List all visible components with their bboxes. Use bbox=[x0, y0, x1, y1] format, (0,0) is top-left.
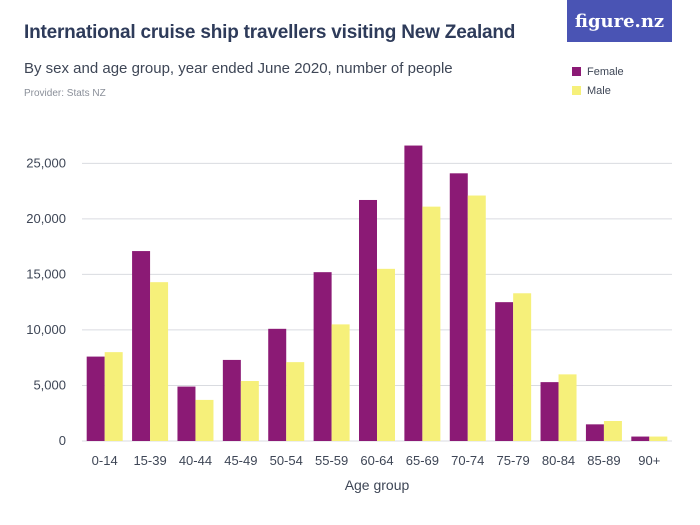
x-tick-label: 50-54 bbox=[270, 453, 303, 468]
x-tick-label: 90+ bbox=[638, 453, 660, 468]
y-tick-label: 0 bbox=[59, 433, 66, 448]
legend-item-female: Female bbox=[572, 62, 624, 81]
bar-female-40-44[interactable] bbox=[177, 386, 196, 441]
bar-male-55-59[interactable] bbox=[331, 324, 350, 441]
legend-label-male: Male bbox=[587, 84, 611, 97]
x-tick-label: 15-39 bbox=[133, 453, 166, 468]
x-axis-title: Age group bbox=[345, 477, 410, 493]
bar-male-80-84[interactable] bbox=[558, 374, 577, 441]
bar-female-90+[interactable] bbox=[631, 436, 650, 441]
y-axis-ticks: 0 5,000 10,000 15,000 20,000 25,000 bbox=[26, 155, 66, 448]
chart-subtitle: By sex and age group, year ended June 20… bbox=[24, 60, 453, 77]
bar-male-90+[interactable] bbox=[649, 436, 668, 441]
bar-female-0-14[interactable] bbox=[86, 356, 105, 441]
bar-female-65-69[interactable] bbox=[404, 145, 423, 442]
provider-text: Provider: Stats NZ bbox=[24, 88, 106, 99]
bar-female-85-89[interactable] bbox=[585, 424, 604, 441]
y-tick-label: 25,000 bbox=[26, 155, 66, 170]
bar-male-65-69[interactable] bbox=[422, 206, 441, 441]
bar-female-80-84[interactable] bbox=[540, 382, 559, 441]
x-tick-label: 45-49 bbox=[224, 453, 257, 468]
y-tick-label: 15,000 bbox=[26, 266, 66, 281]
bar-female-55-59[interactable] bbox=[313, 272, 332, 441]
x-tick-label: 65-69 bbox=[406, 453, 439, 468]
bar-female-75-79[interactable] bbox=[495, 302, 514, 441]
y-tick-label: 5,000 bbox=[33, 377, 66, 392]
legend-swatch-male bbox=[572, 86, 581, 95]
bar-male-70-74[interactable] bbox=[467, 195, 486, 441]
bar-male-60-64[interactable] bbox=[377, 268, 395, 441]
chart-title: International cruise ship travellers vis… bbox=[24, 22, 516, 43]
bar-female-45-49[interactable] bbox=[222, 359, 241, 441]
bar-male-75-79[interactable] bbox=[513, 293, 532, 441]
legend-item-male: Male bbox=[572, 81, 624, 100]
x-tick-label: 70-74 bbox=[451, 453, 484, 468]
x-tick-label: 55-59 bbox=[315, 453, 348, 468]
legend-label-female: Female bbox=[587, 65, 624, 78]
legend-swatch-female bbox=[572, 67, 581, 76]
y-tick-label: 10,000 bbox=[26, 322, 66, 337]
bar-male-45-49[interactable] bbox=[240, 381, 259, 441]
bar-male-50-54[interactable] bbox=[286, 362, 305, 441]
legend: Female Male bbox=[572, 62, 624, 100]
bar-female-50-54[interactable] bbox=[268, 328, 287, 441]
figure-nz-logo[interactable]: figure.nz bbox=[567, 0, 672, 42]
x-tick-label: 60-64 bbox=[360, 453, 393, 468]
bar-female-70-74[interactable] bbox=[449, 173, 468, 441]
x-tick-label: 75-79 bbox=[497, 453, 530, 468]
bar-male-0-14[interactable] bbox=[104, 352, 123, 441]
bar-female-15-39[interactable] bbox=[132, 251, 151, 441]
x-axis-ticks: 0-14 15-39 40-44 45-49 50-54 55-59 60-64 65-69 7… bbox=[92, 453, 661, 468]
x-tick-label: 80-84 bbox=[542, 453, 575, 468]
x-tick-label: 40-44 bbox=[179, 453, 212, 468]
x-tick-label: 0-14 bbox=[92, 453, 118, 468]
bars bbox=[86, 145, 668, 442]
logo-text: figure.nz bbox=[574, 10, 665, 32]
x-tick-label: 85-89 bbox=[587, 453, 620, 468]
bar-male-15-39[interactable] bbox=[150, 282, 169, 441]
bar-male-40-44[interactable] bbox=[195, 399, 214, 441]
y-tick-label: 20,000 bbox=[26, 211, 66, 226]
bar-male-85-89[interactable] bbox=[603, 421, 622, 441]
bar-female-60-64[interactable] bbox=[359, 199, 377, 441]
